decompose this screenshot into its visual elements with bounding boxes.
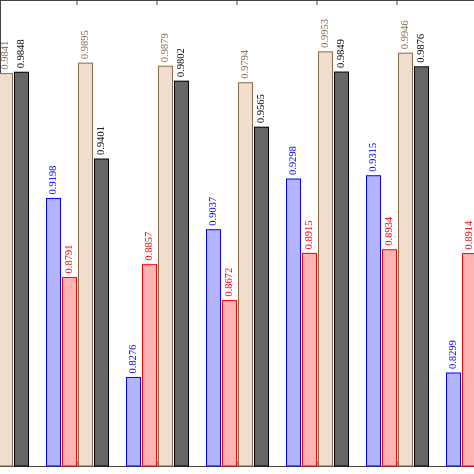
value-label: 0.8299 xyxy=(448,340,459,369)
value-label: 0.8276 xyxy=(128,345,139,374)
bar xyxy=(318,51,333,467)
bar xyxy=(398,52,413,467)
value-label: 0.9565 xyxy=(256,94,267,123)
value-label: 0.9849 xyxy=(336,39,347,68)
value-label: 0.8914 xyxy=(464,220,474,250)
value-label: 0.8672 xyxy=(224,268,235,297)
value-label: 0.9879 xyxy=(160,33,171,62)
value-label: 0.9946 xyxy=(400,20,411,49)
value-label: 0.9802 xyxy=(176,48,187,77)
bar xyxy=(238,82,253,467)
value-label: 0.9401 xyxy=(96,126,107,155)
bar xyxy=(46,197,61,467)
bar xyxy=(334,71,349,467)
bar xyxy=(414,66,429,467)
value-label: 0.9895 xyxy=(80,30,91,59)
bar xyxy=(158,65,173,467)
value-label: 0.8791 xyxy=(64,245,75,274)
value-label: 0.9841 xyxy=(0,41,11,70)
bar xyxy=(286,178,301,467)
value-label: 0.9298 xyxy=(288,146,299,175)
bar xyxy=(94,158,109,467)
value-label: 0.9794 xyxy=(240,49,251,79)
bar xyxy=(462,253,474,467)
bar xyxy=(382,249,397,467)
value-label: 0.9315 xyxy=(368,143,379,172)
value-label: 0.8915 xyxy=(304,221,315,250)
bar xyxy=(302,252,317,467)
value-label: 0.9848 xyxy=(16,39,27,68)
bar xyxy=(126,376,141,467)
bar xyxy=(62,276,77,467)
value-label: 0.9198 xyxy=(48,166,59,195)
bar xyxy=(366,175,381,467)
value-label: 0.9037 xyxy=(208,197,219,226)
bar xyxy=(0,73,13,467)
bar xyxy=(14,71,29,467)
bar xyxy=(206,229,221,467)
value-label: 0.9953 xyxy=(320,19,331,48)
value-label: 0.9876 xyxy=(416,34,427,63)
bar xyxy=(446,372,461,467)
bar xyxy=(222,300,237,467)
bar xyxy=(78,62,93,467)
bar xyxy=(254,126,269,467)
bar xyxy=(142,264,157,467)
value-label: 0.8857 xyxy=(144,232,155,261)
value-label: 0.8934 xyxy=(384,216,395,246)
bar xyxy=(174,80,189,467)
